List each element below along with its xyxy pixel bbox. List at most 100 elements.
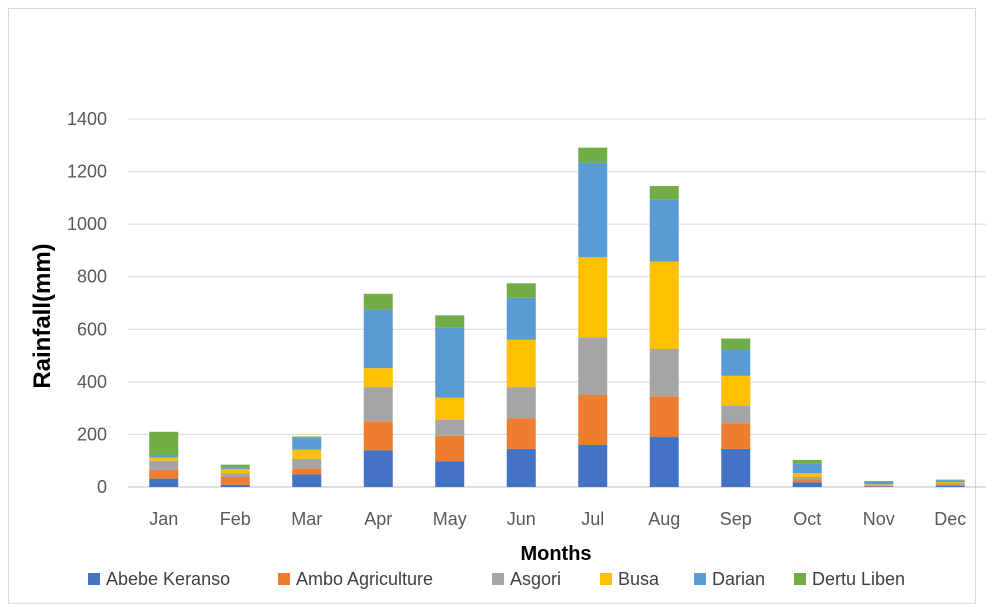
bar-segment — [292, 449, 322, 459]
bar-segment — [435, 315, 465, 328]
x-tick-label: Apr — [364, 509, 392, 529]
chart-frame — [8, 8, 976, 604]
bar-segment — [649, 396, 679, 438]
bar-segment — [649, 261, 679, 349]
bar-segment — [220, 484, 250, 487]
bar-segment — [792, 482, 822, 487]
bar-segment — [363, 421, 393, 451]
bar-segment — [649, 186, 679, 200]
bar-segment — [220, 477, 250, 485]
bar-segment — [792, 477, 822, 480]
legend-swatch — [88, 573, 100, 585]
bar-segment — [649, 437, 679, 487]
x-tick-label: Sep — [720, 509, 752, 529]
bar-segment — [792, 463, 822, 474]
bar-segment — [363, 309, 393, 369]
legend-swatch — [278, 573, 290, 585]
bar-segment — [721, 375, 751, 406]
bar-segment — [649, 199, 679, 262]
bar-segment — [578, 147, 608, 163]
gridlines — [128, 118, 986, 488]
bar-segment — [292, 436, 322, 438]
bar-segment — [792, 479, 822, 483]
x-tick-label: Jun — [507, 509, 536, 529]
bar-segment — [292, 468, 322, 475]
bar-segment — [506, 297, 536, 340]
legend: Abebe Keranso Ambo Agriculture Asgori Busa D… — [88, 569, 905, 589]
x-tick-label: Mar — [291, 509, 322, 529]
bar-segment — [864, 480, 894, 482]
bar-segment — [935, 480, 965, 483]
bar-segment — [578, 257, 608, 338]
x-axis-ticks: Jan Feb Mar Apr May Jun Jul Aug Sep Oct Nov Dec — [149, 509, 966, 529]
bar-segment — [935, 479, 965, 481]
y-tick-label: 400 — [77, 372, 107, 392]
bar-segment — [721, 423, 751, 449]
bar-segment — [864, 485, 894, 486]
legend-label: Abebe Keranso — [106, 569, 230, 589]
x-tick-label: Jan — [149, 509, 178, 529]
bar-segment — [363, 368, 393, 388]
bar-segment — [578, 444, 608, 487]
legend-label: Darian — [712, 569, 765, 589]
legend-label: Asgori — [510, 569, 561, 589]
bar-segment — [363, 387, 393, 422]
bar-segment — [649, 349, 679, 397]
y-tick-label: 1000 — [67, 214, 107, 234]
bar-segment — [864, 485, 894, 487]
legend-label: Dertu Liben — [812, 569, 905, 589]
bar-segment — [220, 464, 250, 468]
bar-segment — [721, 349, 751, 376]
bar-segment — [292, 437, 322, 450]
legend-label: Ambo Agriculture — [296, 569, 433, 589]
bar-segment — [792, 459, 822, 464]
bar-segment — [864, 481, 894, 485]
y-axis-title: Rainfall(mm) — [29, 243, 56, 388]
legend-swatch — [794, 573, 806, 585]
bar-segment — [721, 338, 751, 350]
bar-segment — [149, 478, 179, 487]
legend-swatch — [492, 573, 504, 585]
bar-segment — [292, 474, 322, 487]
bar-segment — [935, 485, 965, 487]
bar-segment — [149, 455, 179, 458]
bar-segment — [149, 431, 179, 456]
bar-segment — [935, 483, 965, 485]
bar-segment — [435, 461, 465, 487]
bar-segment — [506, 339, 536, 388]
y-tick-label: 0 — [97, 477, 107, 497]
x-tick-label: Feb — [220, 509, 251, 529]
bar-segment — [506, 418, 536, 449]
legend-swatch — [694, 573, 706, 585]
bar-segment — [506, 448, 536, 487]
y-tick-label: 1400 — [67, 109, 107, 129]
bar-segment — [149, 460, 179, 470]
bar-segment — [578, 337, 608, 395]
bar-segment — [435, 327, 465, 398]
bar-segment — [435, 419, 465, 436]
x-tick-label: May — [433, 509, 467, 529]
bar-segment — [721, 405, 751, 424]
bar-segment — [864, 484, 894, 486]
x-tick-label: Dec — [934, 509, 966, 529]
y-axis-ticks: 0 200 400 600 800 1000 1200 1400 — [67, 109, 107, 497]
bar-segment — [578, 395, 608, 445]
bar-segment — [864, 486, 894, 487]
bar-segment — [935, 484, 965, 486]
bar-segment — [363, 450, 393, 487]
bar-segment — [792, 473, 822, 478]
bar-segment — [506, 387, 536, 419]
bar-segment — [363, 293, 393, 310]
x-tick-label: Nov — [863, 509, 895, 529]
legend-swatch — [600, 573, 612, 585]
y-tick-label: 600 — [77, 319, 107, 339]
bar-segment — [506, 283, 536, 298]
bar-segment — [292, 458, 322, 469]
bar-segment — [220, 473, 250, 478]
bar-segment — [149, 469, 179, 479]
bar-segment — [935, 482, 965, 484]
y-tick-label: 200 — [77, 424, 107, 444]
bar-segment — [435, 397, 465, 420]
y-tick-label: 800 — [77, 267, 107, 287]
